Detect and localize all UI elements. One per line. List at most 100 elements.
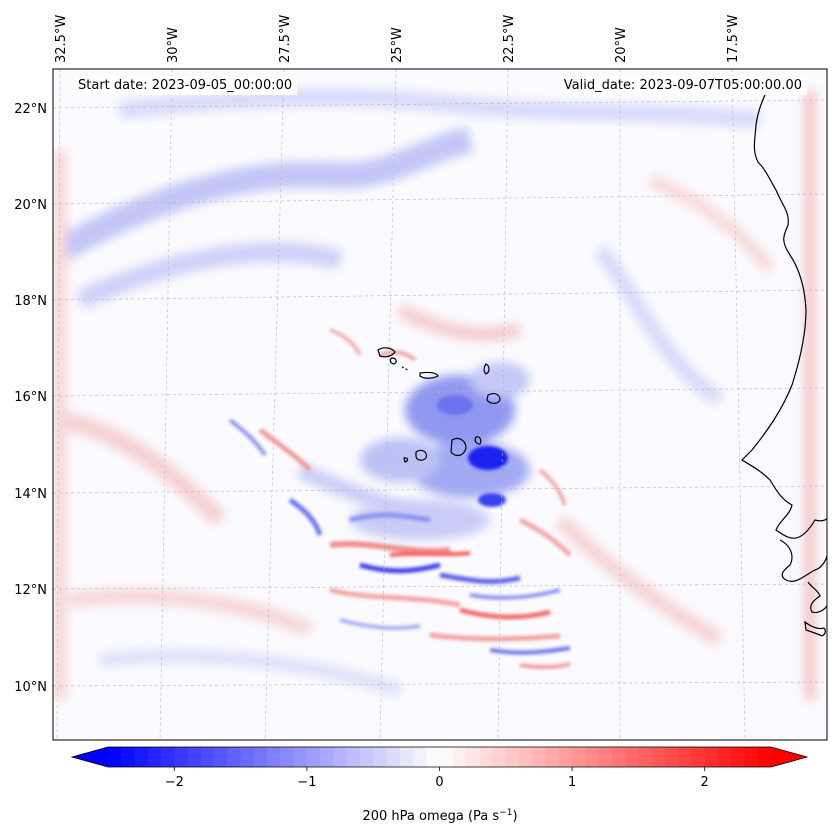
omega-field [53,88,816,700]
colorbar-cell [519,747,533,767]
island-sal [483,363,490,375]
colorbar-tick-label: 2 [701,775,709,790]
colorbar-cell [532,747,547,767]
coastlines [377,85,827,637]
colorbar-cell [466,747,480,767]
longitude-label: 22.5°W [502,15,517,63]
colorbar-cell [240,747,255,767]
colorbar-cell [121,747,136,767]
latitude-label: 22°N [14,102,47,117]
colorbar-cell [412,747,427,767]
colorbar-cell [558,747,573,767]
island-sao-vicente [389,357,397,365]
colorbar-cell [306,747,321,767]
colorbar-cell [214,747,228,767]
longitude-label: 32.5°W [54,15,69,63]
island-bijagos [804,620,826,637]
colorbar: −2 −1 0 1 2 200 hPa omega (Pa s−1) [70,746,809,824]
colorbar-cells [108,747,772,767]
colorbar-tick-label: −2 [165,775,184,790]
colorbar-cell [134,747,149,767]
latitude-label: 16°N [14,390,47,405]
colorbar-cell [598,747,613,767]
colorbar-cell [200,747,215,767]
colorbar-cell [359,747,374,767]
longitude-label: 25°W [390,27,405,63]
colorbar-label: 200 hPa omega (Pa s−1) [362,808,517,824]
colorbar-cell [147,747,162,767]
island-maio [474,436,482,445]
colorbar-cell [174,747,189,767]
longitude-label: 30°W [166,27,181,63]
island-chain-dots [401,366,409,371]
colorbar-cell [625,747,639,767]
colorbar-cell [253,747,268,767]
longitude-label: 27.5°W [278,15,293,63]
colorbar-cell [108,747,122,767]
colorbar-cell [399,747,414,767]
latitude-labels: 22°N 20°N 18°N 16°N 14°N 12°N 10°N [14,102,47,695]
colorbar-cell [293,747,308,767]
africa-coastline [741,85,827,539]
island-sao-nicolau [419,371,439,379]
colorbar-cell [320,747,335,767]
colorbar-cell [267,747,281,767]
colorbar-cell [572,747,586,767]
colorbar-cell [691,747,706,767]
latitude-label: 10°N [14,680,47,695]
colorbar-cell [651,747,666,767]
colorbar-cell [346,747,361,767]
guinea-coastline [807,581,827,614]
colorbar-cell [280,747,295,767]
colorbar-cell [492,747,507,767]
colorbar-cell [545,747,560,767]
colorbar-extend-low [72,747,108,767]
latitude-label: 12°N [14,583,47,598]
colorbar-cell [717,747,732,767]
map-frame [52,68,828,741]
colorbar-cell [187,747,202,767]
colorbar-cell [505,747,520,767]
valid-date-label: Valid_date: 2023-09-07T05:00:00.00 [558,76,807,95]
latitude-label: 18°N [14,294,47,309]
colorbar-cell [744,747,759,767]
colorbar-tick-label: 0 [435,775,443,790]
longitude-label: 17.5°W [726,15,741,63]
start-date-label: Start date: 2023-09-05_00:00:00 [73,76,298,95]
colorbar-cell [704,747,719,767]
longitude-labels: 32.5°W 30°W 27.5°W 25°W 22.5°W 20°W 17.5°W [54,15,741,63]
colorbar-cell [439,747,454,767]
colorbar-cell [386,747,401,767]
latitude-label: 20°N [14,198,47,213]
colorbar-cell [731,747,746,767]
island-santo-antao [377,347,396,358]
island-santiago [450,437,467,457]
colorbar-cell [638,747,653,767]
colorbar-cell [479,747,494,767]
colorbar-cell [611,747,626,767]
colorbar-tick-label: 1 [568,775,576,790]
colorbar-outline [70,746,809,768]
guinea-bissau-coastline [779,539,827,582]
colorbar-extend-high [771,747,807,767]
colorbar-cell [373,747,388,767]
colorbar-ticks: −2 −1 0 1 2 [165,767,709,790]
longitude-label: 20°W [614,27,629,63]
colorbar-cell [664,747,679,767]
island-boa-vista [486,393,501,404]
colorbar-cell [678,747,693,767]
colorbar-cell [161,747,175,767]
graticule [53,69,827,740]
colorbar-cell [452,747,467,767]
latitude-label: 14°N [14,487,47,502]
colorbar-cell [333,747,348,767]
island-fogo [415,449,427,461]
colorbar-cell [227,747,242,767]
colorbar-tick-label: −1 [297,775,316,790]
colorbar-cell [426,747,441,767]
colorbar-cell [757,747,772,767]
island-brava [403,457,409,463]
colorbar-cell [585,747,600,767]
